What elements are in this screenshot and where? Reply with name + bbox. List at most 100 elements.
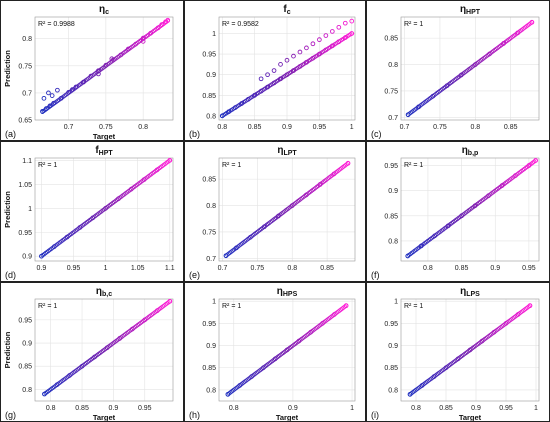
data-point xyxy=(304,45,309,51)
x-tick-label: 0.75 xyxy=(99,124,113,131)
y-axis-label: Prediction xyxy=(3,50,12,87)
r2-annotation: R² = 1 xyxy=(38,303,57,310)
panel-label: (e) xyxy=(189,270,200,280)
axes-box xyxy=(34,157,174,262)
panel-label: (d) xyxy=(5,270,16,280)
y-axis-label: Prediction xyxy=(3,331,12,368)
x-tick-label: 0.8 xyxy=(287,265,297,272)
data-point xyxy=(271,68,277,73)
x-tick-label: 0.95 xyxy=(499,405,513,412)
r2-annotation: R² = 0.9988 xyxy=(38,21,75,28)
fit-band-marker xyxy=(344,303,349,308)
chart-title: ηHPT xyxy=(460,4,481,16)
data-point xyxy=(317,37,322,43)
chart-svg-a: 0.7 0.75 0.8 0.65 0.7 0.75 0.8 ηc R² = 0.9988 Tar… xyxy=(3,4,174,141)
chart-title-sub: LPS xyxy=(466,291,480,298)
fit-band-marker xyxy=(165,18,170,23)
x-tick-label: 0.95 xyxy=(313,124,327,131)
r2-annotation: R² = 1 xyxy=(38,162,57,169)
x-tick-label: 0.8 xyxy=(138,124,148,131)
y-tick-label: 1 xyxy=(28,206,32,213)
axes-box xyxy=(34,16,174,121)
r2-annotation: R² = 0.9582 xyxy=(222,21,259,28)
x-tick-label: 0.85 xyxy=(248,124,262,131)
y-tick-label: 0.95 xyxy=(384,321,398,328)
x-axis-label: Target xyxy=(276,413,299,422)
y-tick-label: 0.9 xyxy=(22,341,32,348)
r2-annotation: R² = 1 xyxy=(404,21,423,28)
x-tick-label: 0.9 xyxy=(288,405,298,412)
chart-panel-b: 0.8 0.85 0.9 0.95 1 0.8 0.85 0.9 0.95 1 fc R² = 0.9… xyxy=(184,0,366,141)
x-tick-label: 0.8 xyxy=(217,124,227,131)
data-point xyxy=(342,20,348,26)
x-tick-label: 0.9 xyxy=(471,405,481,412)
y-tick-label: 0.9 xyxy=(206,72,216,79)
chart-title: ηb,c xyxy=(96,286,112,298)
chart-panel-d: 0.9 0.95 1 1.05 1.1 0.9 0.95 1 1.05 1.1 fHPT R² = 1… xyxy=(0,141,184,282)
x-tick-label: 0.8 xyxy=(229,405,239,412)
axes-box xyxy=(34,298,174,402)
chart-title-sub: HPT xyxy=(99,150,114,157)
chart-panel-i: 0.8 0.85 0.9 0.95 1 0.8 0.85 0.9 0.95 1 ηLPS R² = 1… xyxy=(366,282,550,422)
data-point xyxy=(349,18,355,24)
panel-label: (g) xyxy=(5,410,16,420)
y-tick-label: 0.8 xyxy=(206,203,216,210)
y-tick-label: 0.85 xyxy=(18,364,32,371)
x-tick-label: 0.85 xyxy=(320,265,334,272)
x-axis-label: Target xyxy=(93,413,116,422)
chart-panel-e: 0.7 0.75 0.8 0.85 0.7 0.75 0.8 0.85 ηLPT R² = 1 (e… xyxy=(184,141,366,282)
data-point xyxy=(323,33,329,38)
chart-title-main: η xyxy=(99,4,105,15)
y-tick-label: 0.8 xyxy=(206,113,216,120)
y-tick-label: 0.95 xyxy=(18,317,32,324)
y-tick-label: 0.85 xyxy=(384,365,398,372)
chart-panel-a: 0.7 0.75 0.8 0.65 0.7 0.75 0.8 ηc R² = 0.9988 Tar… xyxy=(0,0,184,141)
x-tick-label: 0.7 xyxy=(400,124,410,131)
x-tick-label: 1 xyxy=(350,405,354,412)
fit-band-marker xyxy=(167,299,172,304)
y-tick-label: 0.75 xyxy=(384,88,398,95)
x-tick-label: 0.9 xyxy=(490,265,500,272)
chart-svg-e: 0.7 0.75 0.8 0.85 0.7 0.75 0.8 0.85 ηLPT R² = 1 (e… xyxy=(189,145,356,280)
chart-title: ηLPT xyxy=(277,145,297,157)
x-tick-label: 1.05 xyxy=(131,265,145,272)
chart-title-main: η xyxy=(96,286,102,297)
x-tick-label: 0.9 xyxy=(37,265,47,272)
x-tick-label: 1 xyxy=(350,124,354,131)
chart-title-main: η xyxy=(462,145,468,156)
y-tick-label: 0.8 xyxy=(388,62,398,69)
y-tick-label: 1 xyxy=(212,299,216,306)
x-tick-label: 0.7 xyxy=(218,265,228,272)
axes-box xyxy=(400,16,540,121)
chart-title-sub: c xyxy=(105,9,109,16)
chart-title-sub: b,c xyxy=(102,291,112,298)
fit-band-marker xyxy=(345,161,351,166)
x-tick-label: 0.7 xyxy=(64,124,74,131)
fit-band-marker xyxy=(533,158,538,163)
chart-title: ηHPS xyxy=(277,286,298,298)
y-tick-label: 0.85 xyxy=(202,93,216,100)
x-tick-label: 0.85 xyxy=(504,124,518,131)
x-axis-label: Target xyxy=(459,413,482,422)
fit-band-marker xyxy=(529,20,535,25)
chart-title-main: η xyxy=(460,4,466,15)
r2-annotation: R² = 1 xyxy=(222,162,241,169)
x-tick-label: 0.95 xyxy=(67,265,81,272)
chart-title-main: η xyxy=(460,286,466,297)
data-point xyxy=(336,24,342,30)
y-tick-label: 0.85 xyxy=(202,365,216,372)
x-axis-label: Target xyxy=(93,132,116,141)
x-tick-label: 1 xyxy=(534,405,538,412)
panel-label: (f) xyxy=(371,270,380,280)
x-tick-label: 0.85 xyxy=(455,265,469,272)
x-tick-label: 0.95 xyxy=(138,405,152,412)
data-point xyxy=(55,87,60,93)
x-tick-label: 0.9 xyxy=(109,405,119,412)
panel-label: (b) xyxy=(189,129,200,139)
chart-title: fHPT xyxy=(95,145,113,157)
r2-annotation: R² = 1 xyxy=(404,303,423,310)
y-tick-label: 1 xyxy=(212,31,216,38)
chart-title: ηb,p xyxy=(462,145,479,157)
y-tick-label: 0.95 xyxy=(384,163,398,170)
